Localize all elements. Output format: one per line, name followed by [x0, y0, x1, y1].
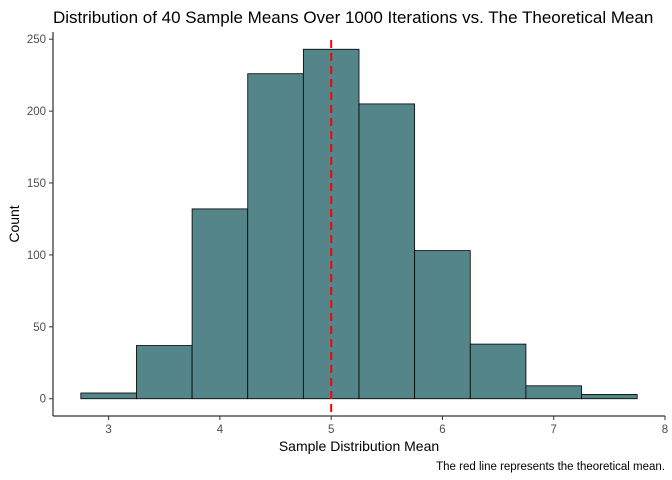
- y-tick-label-150: 150: [27, 178, 46, 190]
- y-tick-label-250: 250: [27, 34, 46, 46]
- chart-title: Distribution of 40 Sample Means Over 100…: [53, 8, 653, 27]
- histogram-bar-2: [136, 345, 193, 400]
- bars-group: [80, 48, 638, 400]
- x-axis-title: Sample Distribution Mean: [279, 438, 439, 454]
- x-tick-label-5: 5: [328, 424, 334, 436]
- x-tick-label-4: 4: [217, 424, 224, 436]
- x-axis-ticks: 3 4 5 6 7 8: [105, 416, 668, 436]
- histogram-bar-7: [414, 250, 471, 400]
- y-tick-label-0: 0: [40, 394, 46, 406]
- histogram-bar-6: [358, 103, 416, 400]
- x-tick-label-3: 3: [105, 424, 111, 436]
- x-tick-label-7: 7: [551, 424, 557, 436]
- histogram-bar-8: [469, 343, 527, 400]
- y-axis-title: Count: [6, 205, 22, 242]
- x-tick-label-6: 6: [439, 424, 445, 436]
- x-tick-label-8: 8: [662, 424, 668, 436]
- y-tick-label-100: 100: [27, 250, 46, 262]
- y-axis-ticks: 0 50 100 150 200 250: [27, 34, 53, 406]
- histogram-bar-9: [525, 385, 582, 400]
- histogram-bar-1: [80, 392, 137, 400]
- chart-caption: The red line represents the theoretical …: [436, 461, 665, 473]
- y-tick-label-200: 200: [27, 106, 46, 118]
- y-tick-label-50: 50: [33, 322, 46, 334]
- histogram-bar-10: [581, 394, 638, 400]
- histogram-bar-3: [191, 208, 249, 400]
- histogram-bar-4: [247, 73, 304, 400]
